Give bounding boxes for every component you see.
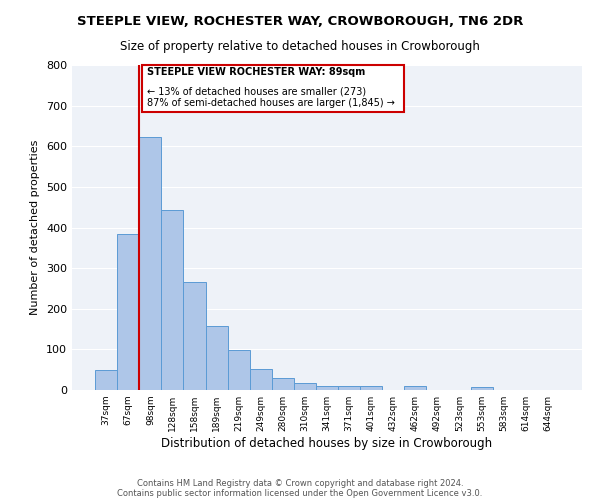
Text: STEEPLE VIEW ROCHESTER WAY: 89sqm: STEEPLE VIEW ROCHESTER WAY: 89sqm	[147, 67, 365, 77]
Bar	[272, 378, 294, 390]
Bar	[360, 386, 382, 390]
Y-axis label: Number of detached properties: Number of detached properties	[31, 140, 40, 315]
Bar	[139, 138, 161, 390]
Bar	[316, 386, 338, 390]
FancyBboxPatch shape	[142, 65, 404, 112]
Text: Size of property relative to detached houses in Crowborough: Size of property relative to detached ho…	[120, 40, 480, 53]
Bar	[161, 210, 184, 390]
Text: 87% of semi-detached houses are larger (1,845) →: 87% of semi-detached houses are larger (…	[147, 98, 395, 108]
Bar	[250, 369, 272, 390]
Bar	[470, 387, 493, 390]
Bar	[294, 383, 316, 390]
Bar	[184, 282, 206, 390]
Bar	[338, 386, 360, 390]
Text: ← 13% of detached houses are smaller (273): ← 13% of detached houses are smaller (27…	[147, 86, 366, 97]
Bar	[95, 370, 117, 390]
Bar	[117, 234, 139, 390]
Bar	[206, 326, 227, 390]
Text: Contains HM Land Registry data © Crown copyright and database right 2024.: Contains HM Land Registry data © Crown c…	[137, 478, 463, 488]
Text: STEEPLE VIEW, ROCHESTER WAY, CROWBOROUGH, TN6 2DR: STEEPLE VIEW, ROCHESTER WAY, CROWBOROUGH…	[77, 15, 523, 28]
Bar	[227, 350, 250, 390]
Bar	[404, 386, 427, 390]
Text: Contains public sector information licensed under the Open Government Licence v3: Contains public sector information licen…	[118, 488, 482, 498]
X-axis label: Distribution of detached houses by size in Crowborough: Distribution of detached houses by size …	[161, 437, 493, 450]
